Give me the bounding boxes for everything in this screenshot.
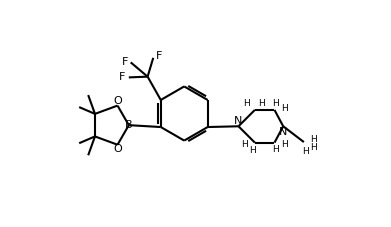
- Text: F: F: [122, 57, 128, 67]
- Text: H: H: [281, 104, 288, 113]
- Text: B: B: [125, 120, 133, 130]
- Text: H: H: [241, 140, 248, 149]
- Text: H: H: [273, 99, 279, 108]
- Text: H: H: [302, 147, 309, 155]
- Text: H: H: [273, 145, 279, 154]
- Text: H: H: [310, 135, 317, 143]
- Text: N: N: [279, 127, 287, 137]
- Text: H: H: [258, 99, 265, 108]
- Text: H: H: [249, 146, 256, 155]
- Text: F: F: [119, 72, 125, 82]
- Text: O: O: [113, 144, 122, 154]
- Text: N: N: [234, 116, 243, 126]
- Text: O: O: [113, 96, 122, 106]
- Text: F: F: [156, 51, 162, 61]
- Text: H: H: [310, 143, 317, 152]
- Text: H: H: [243, 99, 250, 109]
- Text: H: H: [281, 140, 288, 149]
